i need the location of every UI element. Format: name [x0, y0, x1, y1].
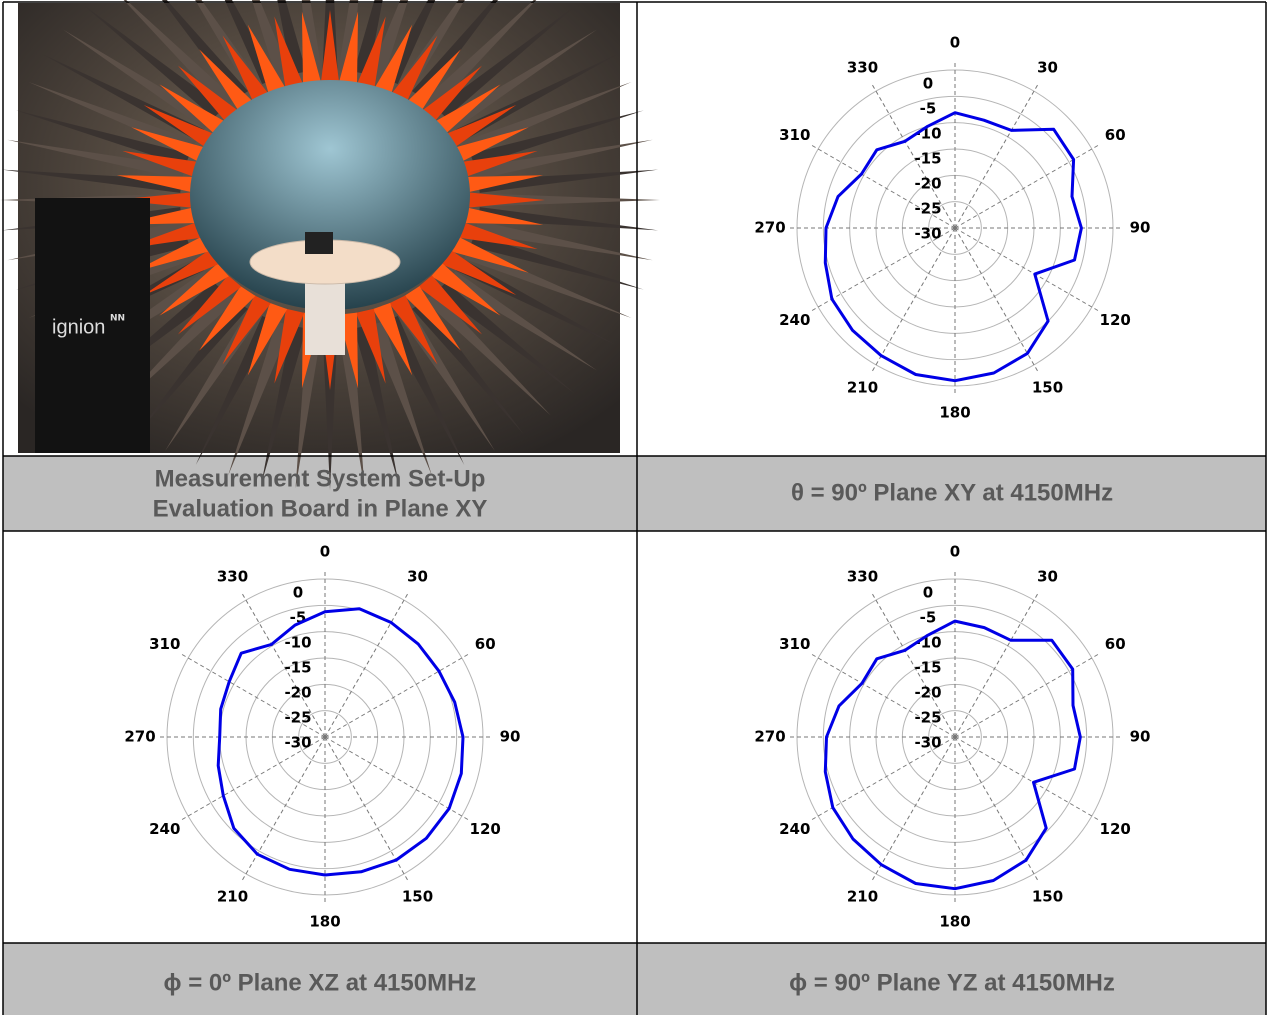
r-tick-label: -15 [914, 149, 941, 167]
angle-label: 30 [407, 567, 428, 585]
r-tick-label: -20 [914, 683, 941, 701]
r-tick-label: -10 [284, 633, 311, 651]
angle-label: 240 [149, 820, 180, 838]
grid-spoke [242, 737, 325, 881]
r-tick-label: -25 [914, 199, 941, 217]
r-tick-label: -25 [284, 708, 311, 726]
r-tick-label: -15 [284, 658, 311, 676]
grid-spoke [955, 228, 1038, 372]
angle-label: 180 [939, 913, 970, 931]
grid-spoke [325, 654, 469, 737]
angle-label: 210 [847, 888, 878, 906]
caption: ϕ = 90º Plane YZ at 4150MHz [789, 969, 1115, 996]
r-tick-label: -5 [920, 99, 937, 117]
r-tick-label: -25 [914, 708, 941, 726]
caption: ϕ = 0º Plane XZ at 4150MHz [164, 969, 477, 996]
angle-label: 60 [1105, 635, 1126, 653]
document: ignion NN Measurement System Set-Up Evalu… [0, 0, 1268, 1015]
grid-spoke [872, 737, 955, 881]
brand: ignion [52, 316, 105, 338]
pattern-curve [825, 113, 1081, 381]
angle-label: 330 [847, 567, 878, 585]
dut [305, 232, 333, 254]
grid-spoke [955, 593, 1038, 737]
angle-label: 60 [475, 635, 496, 653]
pattern-curve [218, 609, 463, 875]
angle-label: 210 [217, 888, 248, 906]
angle-label: 30 [1037, 567, 1058, 585]
angle-label: 310 [149, 635, 180, 653]
angle-label: 270 [754, 219, 785, 237]
grid-spoke [325, 737, 469, 820]
angle-label: 310 [779, 635, 810, 653]
angle-label: 30 [1037, 58, 1058, 76]
angle-label: 120 [470, 820, 501, 838]
caption: θ = 90º Plane XY at 4150MHz [791, 479, 1113, 506]
r-tick-label: -15 [914, 658, 941, 676]
angle-label: 150 [1032, 888, 1063, 906]
angle-label: 210 [847, 379, 878, 397]
r-tick-label: 0 [293, 583, 303, 601]
brand-sup: NN [110, 314, 125, 324]
r-tick-label: -30 [914, 734, 941, 752]
grid-spoke [325, 593, 408, 737]
angle-label: 60 [1105, 126, 1126, 144]
angle-label: 0 [950, 34, 960, 52]
r-tick-label: -5 [920, 608, 937, 626]
angle-label: 150 [402, 888, 433, 906]
angle-label: 240 [779, 311, 810, 329]
polar-chart: 03060901201501802102402703103300-5-10-15… [754, 34, 1150, 422]
r-tick-label: -20 [914, 174, 941, 192]
polar-chart: 03060901201501802102402703103300-5-10-15… [754, 543, 1150, 931]
r-tick-label: -20 [284, 683, 311, 701]
polar-chart: 03060901201501802102402703103300-5-10-15… [124, 543, 520, 931]
angle-label: 310 [779, 126, 810, 144]
caption: Measurement System Set-Up [155, 465, 486, 492]
angle-label: 120 [1100, 311, 1131, 329]
angle-label: 240 [779, 820, 810, 838]
pattern-curve [825, 621, 1080, 889]
angle-label: 330 [217, 567, 248, 585]
r-tick-label: 0 [923, 74, 933, 92]
grid-spoke [872, 228, 955, 372]
angle-label: 270 [754, 728, 785, 746]
angle-label: 120 [1100, 820, 1131, 838]
grid-spoke [955, 84, 1038, 228]
angle-label: 330 [847, 58, 878, 76]
angle-label: 0 [950, 543, 960, 561]
angle-label: 180 [309, 913, 340, 931]
r-tick-label: -30 [914, 225, 941, 243]
angle-label: 90 [1130, 219, 1151, 237]
angle-label: 180 [939, 404, 970, 422]
angle-label: 270 [124, 728, 155, 746]
angle-label: 90 [1130, 728, 1151, 746]
angle-label: 150 [1032, 379, 1063, 397]
caption: Evaluation Board in Plane XY [153, 495, 488, 522]
r-tick-label: 0 [923, 583, 933, 601]
angle-label: 90 [500, 728, 521, 746]
photo: ignion NN [0, 0, 660, 490]
r-tick-label: -30 [284, 734, 311, 752]
angle-label: 0 [320, 543, 330, 561]
